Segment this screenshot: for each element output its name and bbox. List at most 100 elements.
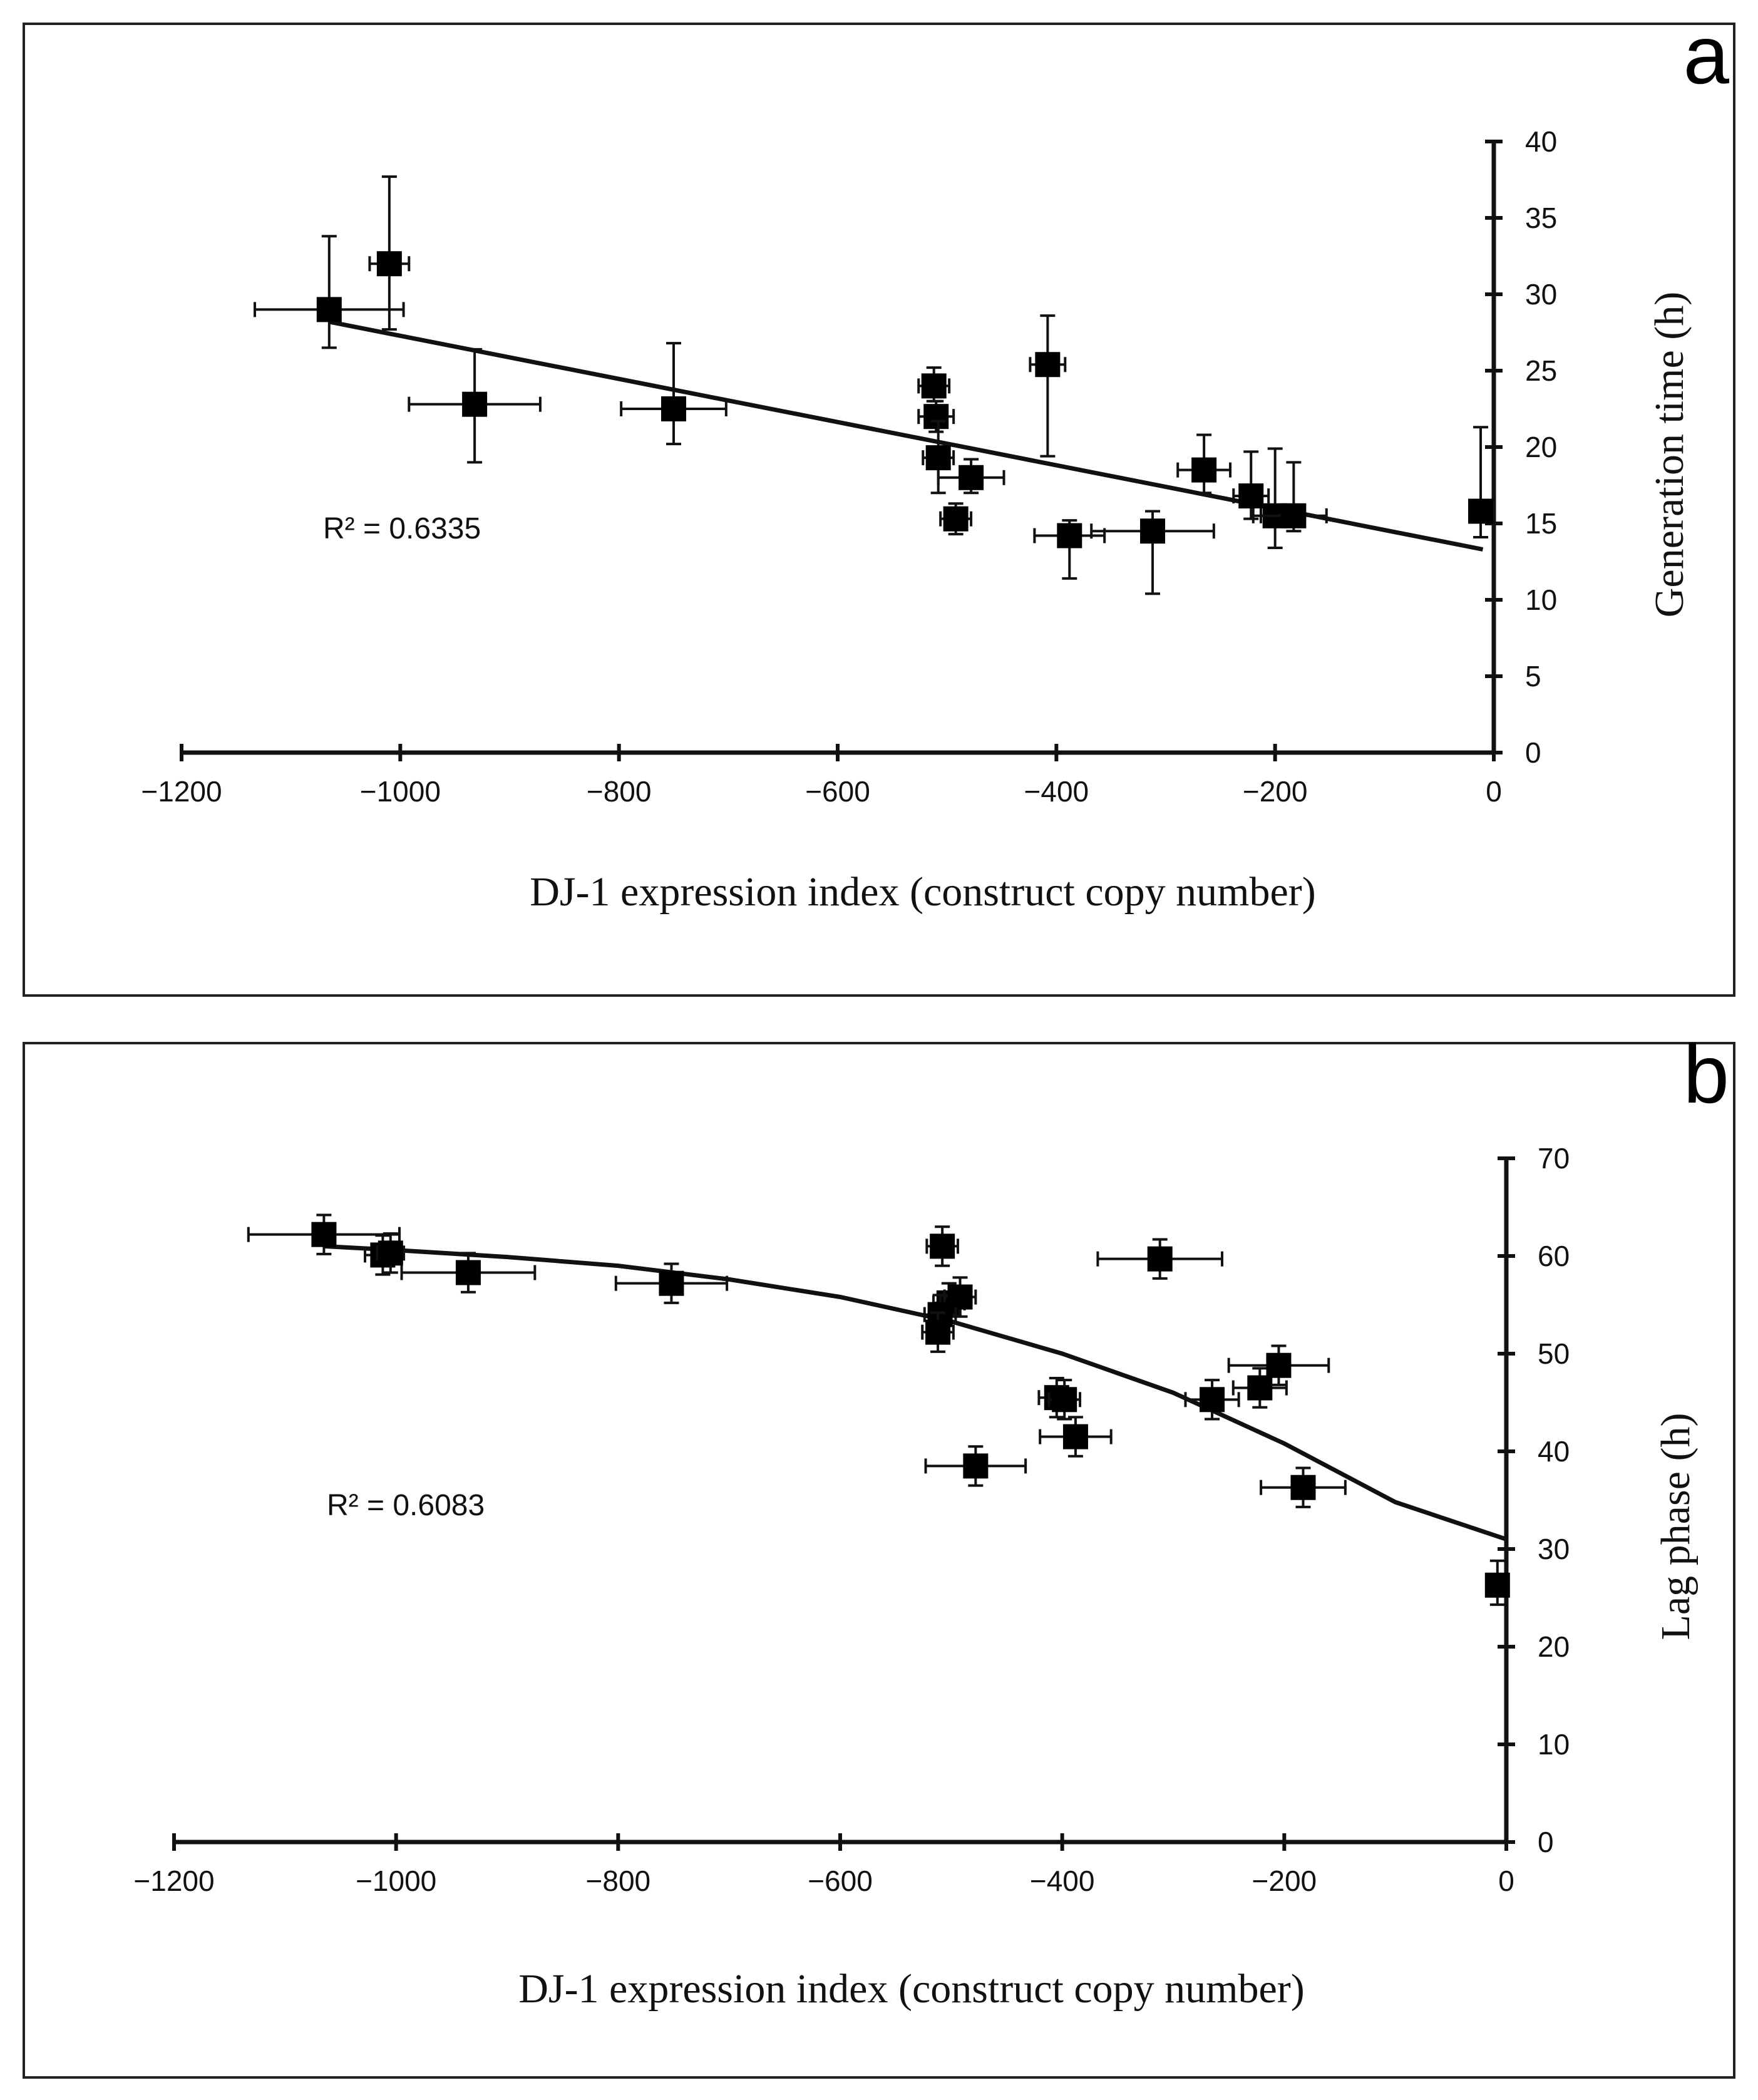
x-tick-label: −1200 [141, 775, 222, 808]
y-tick-label: 0 [1525, 736, 1541, 769]
data-point [400, 1252, 537, 1294]
data-marker [1484, 1572, 1510, 1598]
data-point [1090, 510, 1215, 595]
data-point [368, 175, 411, 331]
data-point [1176, 433, 1232, 495]
data-point [937, 458, 1005, 495]
y-tick-label: 60 [1538, 1240, 1570, 1272]
data-marker [959, 465, 984, 490]
chart-a-plot: R² = 0.6335 DJ-1 expression index (const… [141, 125, 1692, 915]
trendline [324, 1243, 1508, 1542]
data-marker [376, 251, 402, 277]
data-point [1232, 450, 1270, 520]
y-tick-label: 20 [1538, 1630, 1570, 1663]
data-point [1047, 1379, 1082, 1421]
y-tick-label: 5 [1525, 660, 1541, 692]
y-tick-label: 15 [1525, 507, 1557, 540]
data-point [917, 366, 951, 403]
data-point [1468, 426, 1494, 538]
panel-label: a [1683, 9, 1729, 101]
data-point [1184, 1379, 1240, 1421]
data-marker [661, 396, 686, 421]
data-point [408, 347, 542, 464]
y-tick-label: 10 [1538, 1728, 1570, 1761]
data-point [247, 1213, 401, 1255]
data-point [921, 1311, 955, 1353]
x-tick-label: −1000 [360, 775, 441, 808]
x-axis-title: DJ-1 expression index (construct copy nu… [518, 1966, 1305, 2012]
data-point [1484, 1559, 1510, 1606]
y-tick-label: 50 [1538, 1337, 1570, 1370]
data-marker [1147, 1246, 1173, 1272]
data-marker [455, 1260, 481, 1285]
x-tick-label: −400 [1024, 775, 1089, 808]
y-tick-label: 35 [1525, 202, 1557, 234]
data-point [620, 342, 727, 446]
data-point [1260, 1466, 1347, 1508]
data-marker [1266, 1352, 1292, 1378]
y-tick-label: 70 [1538, 1142, 1570, 1175]
data-marker [925, 445, 951, 471]
data-marker [1290, 1475, 1316, 1500]
chart-panel-a: a R² = 0.6335 DJ-1 expression index (con… [23, 14, 1735, 997]
data-point [925, 1225, 959, 1267]
data-marker [1191, 457, 1217, 483]
data-point [1039, 1416, 1113, 1458]
data-marker [1281, 503, 1307, 528]
data-marker [316, 297, 342, 322]
data-point [924, 1445, 1027, 1487]
x-tick-label: −800 [587, 775, 652, 808]
y-tick-label: 40 [1525, 125, 1557, 158]
x-tick-label: −600 [808, 1865, 873, 1897]
y-tick-label: 30 [1525, 278, 1557, 311]
data-point [922, 419, 955, 495]
chart-marks: −1200 −1000 −800 −600 −400 −200 00 10 20 30 40 50 60… [133, 1142, 1570, 1897]
data-point [1231, 1367, 1288, 1409]
x-tick-label: −800 [586, 1865, 651, 1897]
data-marker [1062, 1424, 1088, 1449]
data-marker [659, 1270, 684, 1296]
data-point [254, 235, 405, 349]
data-marker [1238, 483, 1264, 509]
data-marker [943, 506, 969, 532]
y-axis-title: Lag phase (h) [1653, 1413, 1699, 1640]
data-point [1227, 1344, 1330, 1386]
data-point [1033, 519, 1106, 580]
x-tick-label: 0 [1498, 1865, 1514, 1897]
data-marker [923, 404, 949, 430]
panel-label: b [1683, 1028, 1729, 1120]
data-marker [925, 1319, 951, 1345]
y-tick-label: 25 [1525, 354, 1557, 387]
y-tick-label: 30 [1538, 1533, 1570, 1565]
y-tick-label: 40 [1538, 1435, 1570, 1468]
data-marker [311, 1222, 337, 1247]
data-point [614, 1262, 729, 1304]
chart-panel-b: b R² = 0.6083 DJ-1 expression index (con… [23, 1033, 1735, 2079]
data-point [1096, 1238, 1224, 1280]
data-point [376, 1232, 406, 1274]
x-tick-label: −200 [1252, 1865, 1317, 1897]
data-marker [1247, 1375, 1273, 1401]
y-axis-title: Generation time (h) [1647, 292, 1692, 617]
data-marker [1140, 518, 1166, 544]
x-tick-label: −200 [1243, 775, 1308, 808]
x-tick-label: 0 [1486, 775, 1502, 808]
data-point [1259, 461, 1328, 533]
data-point [939, 502, 973, 536]
data-marker [963, 1453, 989, 1479]
r-squared-annotation: R² = 0.6083 [327, 1489, 485, 1522]
chart-marks: −1200 −1000 −800 −600 −400 −200 00 5 10 15 20 25 30 3… [141, 125, 1557, 808]
x-tick-label: −1000 [356, 1865, 436, 1897]
data-marker [1468, 498, 1494, 524]
data-marker [378, 1240, 403, 1266]
data-marker [1052, 1387, 1077, 1413]
chart-b-plot: R² = 0.6083 DJ-1 expression index (const… [133, 1142, 1699, 2012]
data-marker [921, 373, 947, 399]
data-marker [1035, 352, 1061, 378]
data-point [1029, 314, 1067, 458]
y-tick-label: 20 [1525, 431, 1557, 463]
x-tick-label: −600 [805, 775, 870, 808]
x-tick-label: −1200 [133, 1865, 214, 1897]
y-tick-label: 0 [1538, 1826, 1554, 1858]
data-marker [930, 1233, 955, 1259]
